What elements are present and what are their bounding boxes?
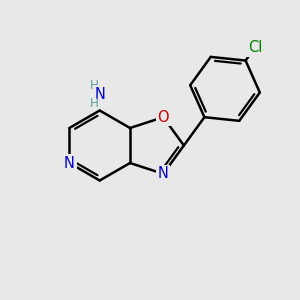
Text: N: N	[158, 166, 169, 181]
Text: N: N	[94, 87, 105, 102]
Text: O: O	[158, 110, 169, 125]
Text: H: H	[90, 79, 99, 92]
Text: N: N	[64, 155, 75, 170]
Text: H: H	[90, 97, 99, 110]
Text: Cl: Cl	[248, 40, 262, 55]
